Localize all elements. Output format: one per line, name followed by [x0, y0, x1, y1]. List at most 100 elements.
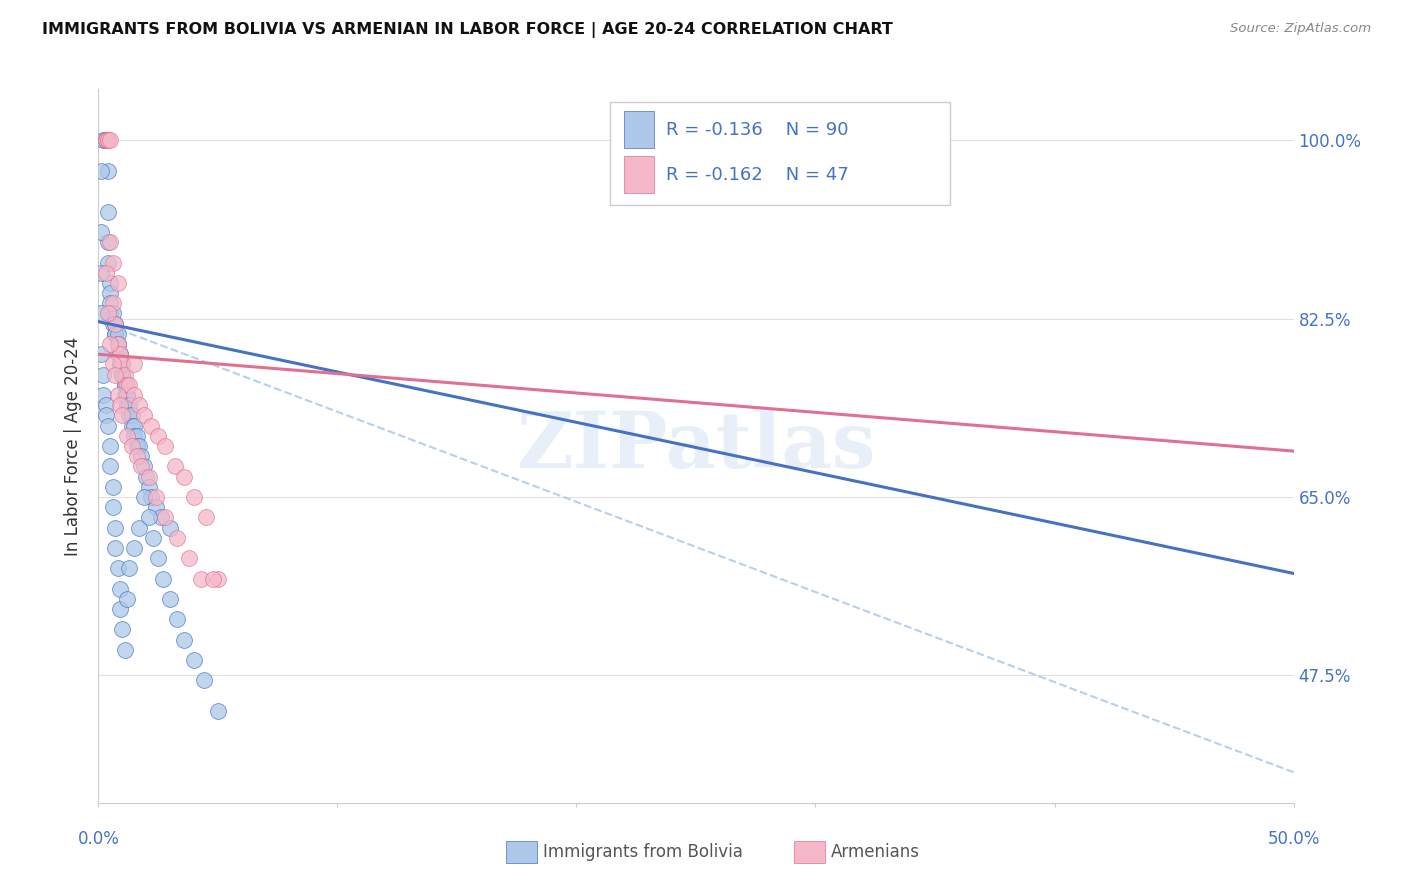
Point	[108, 358, 131, 372]
Point	[131, 449, 153, 463]
Point	[111, 358, 134, 372]
Point	[145, 500, 167, 515]
Point	[107, 337, 129, 351]
Point	[124, 418, 146, 433]
Point	[114, 377, 136, 392]
Point	[142, 531, 165, 545]
Point	[98, 439, 122, 453]
Point	[97, 235, 120, 249]
Y-axis label: In Labor Force | Age 20-24: In Labor Force | Age 20-24	[65, 336, 83, 556]
Point	[155, 510, 177, 524]
Point	[190, 572, 212, 586]
Point	[94, 133, 117, 147]
Point	[108, 358, 131, 372]
Point	[107, 337, 129, 351]
Point	[90, 163, 112, 178]
Point	[97, 418, 120, 433]
Point	[139, 418, 162, 433]
Point	[152, 572, 174, 586]
Point	[104, 326, 127, 341]
Point	[121, 409, 143, 423]
Point	[90, 225, 112, 239]
Point	[101, 306, 124, 320]
Point	[125, 449, 148, 463]
Point	[173, 469, 195, 483]
Point	[94, 266, 117, 280]
Point	[101, 317, 124, 331]
Point	[101, 480, 124, 494]
Point	[159, 591, 181, 606]
Point	[135, 469, 157, 483]
Point	[107, 337, 129, 351]
Point	[124, 388, 146, 402]
Text: R = -0.136    N = 90: R = -0.136 N = 90	[666, 120, 848, 138]
Point	[124, 358, 146, 372]
Point	[138, 469, 160, 483]
Point	[207, 572, 229, 586]
Point	[111, 368, 134, 382]
Point	[155, 439, 177, 453]
Point	[94, 133, 117, 147]
Point	[94, 133, 117, 147]
Point	[104, 326, 127, 341]
Point	[128, 398, 150, 412]
Point	[94, 133, 117, 147]
Point	[114, 388, 136, 402]
Point	[115, 388, 138, 402]
Point	[97, 133, 120, 147]
Point	[97, 163, 120, 178]
Point	[108, 347, 131, 361]
Point	[98, 459, 122, 474]
Point	[108, 582, 131, 596]
Point	[90, 306, 112, 320]
Point	[166, 612, 188, 626]
Point	[207, 704, 229, 718]
Point	[90, 347, 112, 361]
Point	[125, 429, 148, 443]
Point	[202, 572, 225, 586]
Point	[107, 388, 129, 402]
Point	[111, 623, 134, 637]
Point	[193, 673, 215, 688]
Point	[118, 561, 141, 575]
Point	[111, 368, 134, 382]
Point	[91, 133, 114, 147]
Point	[115, 377, 138, 392]
Point	[145, 490, 167, 504]
Point	[159, 520, 181, 534]
Point	[148, 429, 170, 443]
Point	[132, 490, 155, 504]
Point	[128, 439, 150, 453]
Point	[98, 296, 122, 310]
Point	[118, 377, 141, 392]
Point	[101, 296, 124, 310]
Point	[179, 551, 201, 566]
Point	[104, 520, 127, 534]
Point	[118, 398, 141, 412]
Point	[166, 531, 188, 545]
Point	[98, 306, 122, 320]
Point	[149, 510, 172, 524]
Point	[91, 388, 114, 402]
Text: IMMIGRANTS FROM BOLIVIA VS ARMENIAN IN LABOR FORCE | AGE 20-24 CORRELATION CHART: IMMIGRANTS FROM BOLIVIA VS ARMENIAN IN L…	[42, 22, 893, 38]
Point	[114, 368, 136, 382]
Point	[111, 409, 134, 423]
Point	[108, 347, 131, 361]
Point	[121, 439, 143, 453]
Point	[104, 317, 127, 331]
Point	[131, 459, 153, 474]
Point	[97, 306, 120, 320]
Point	[97, 133, 120, 147]
Point	[101, 255, 124, 269]
Point	[94, 133, 117, 147]
Point	[108, 347, 131, 361]
Point	[98, 286, 122, 301]
Point	[104, 317, 127, 331]
Text: Source: ZipAtlas.com: Source: ZipAtlas.com	[1230, 22, 1371, 36]
Point	[139, 490, 162, 504]
Text: Immigrants from Bolivia: Immigrants from Bolivia	[543, 843, 742, 861]
Point	[115, 398, 138, 412]
Point	[107, 347, 129, 361]
Point	[98, 235, 122, 249]
Point	[94, 409, 117, 423]
